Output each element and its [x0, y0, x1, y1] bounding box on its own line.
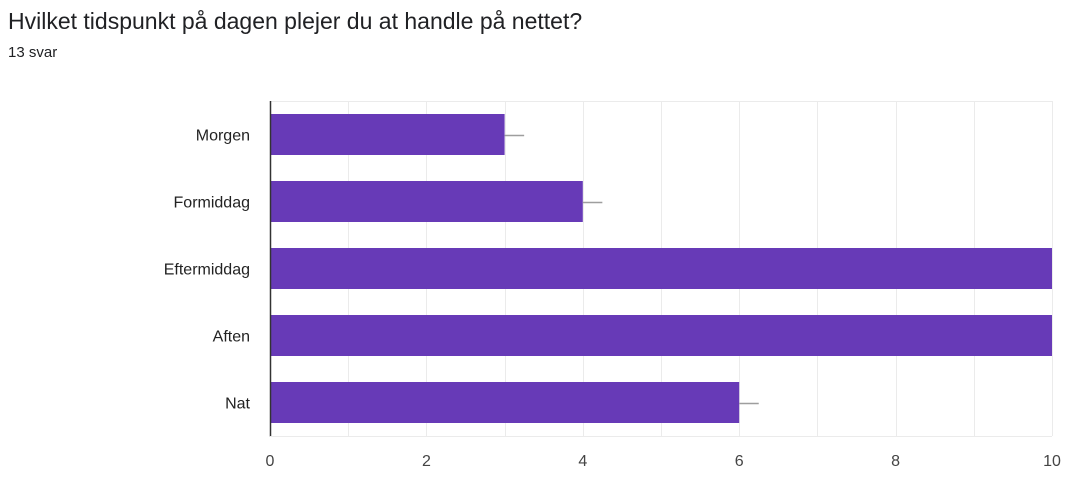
x-tick-label-4: 4 — [578, 453, 587, 470]
category-label-formiddag: Formiddag — [174, 195, 250, 212]
category-label-aften: Aften — [213, 329, 250, 346]
bar-nat — [270, 382, 740, 423]
x-tick-label-2: 2 — [422, 453, 431, 470]
x-tick-label-0: 0 — [266, 453, 275, 470]
bar-aften — [270, 315, 1052, 356]
category-label-eftermiddag: Eftermiddag — [164, 262, 250, 279]
bar-eftermiddag — [270, 248, 1052, 289]
x-tick-label-10: 10 — [1043, 453, 1061, 470]
labels: Morgen Formiddag Eftermiddag Aften Nat 0 2 4 6 8 1… — [164, 128, 1061, 471]
x-tick-label-8: 8 — [891, 453, 900, 470]
x-tick-label-6: 6 — [735, 453, 744, 470]
bars — [270, 114, 1052, 423]
category-label-morgen: Morgen — [196, 128, 250, 145]
category-label-nat: Nat — [225, 396, 250, 413]
question-title: Hvilket tidspunkt på dagen plejer du at … — [8, 8, 583, 34]
response-count: 13 svar — [8, 44, 58, 61]
bar-formiddag — [270, 181, 583, 222]
axes — [269, 101, 1052, 437]
bar-morgen — [270, 114, 505, 155]
